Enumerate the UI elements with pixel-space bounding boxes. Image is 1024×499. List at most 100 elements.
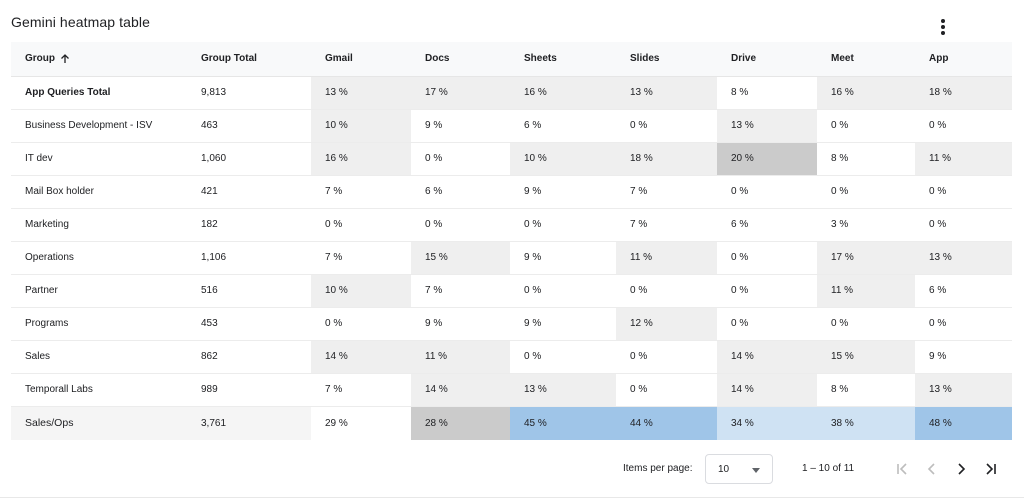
heat-cell: 44 % [616,406,717,440]
column-header-app[interactable]: App [915,42,1012,77]
heat-cell: 29 % [311,406,411,440]
heat-cell: 6 % [717,208,817,242]
paginator: Items per page: 10 1 – 10 of 11 [0,453,1024,485]
heat-cell: 17 % [817,241,915,275]
chevron-right-icon [958,463,966,475]
heat-cell: 38 % [817,406,915,440]
heat-cell: 15 % [411,241,510,275]
heat-cell: 45 % [510,406,616,440]
column-header-meet[interactable]: Meet [817,42,915,77]
heat-cell: 18 % [915,76,1012,110]
column-header-docs[interactable]: Docs [411,42,510,77]
last-page-icon [986,463,996,475]
heat-cell: 0 % [616,373,717,407]
last-page-button[interactable] [979,457,1003,481]
previous-page-button[interactable] [920,457,944,481]
heat-cell: 0 % [411,208,510,242]
heat-cell: 0 % [817,175,915,209]
heat-cell: 8 % [817,373,915,407]
first-page-button[interactable] [890,457,914,481]
group-total-cell: 516 [187,274,311,308]
table-row: App Queries Total 9,813 13 % 17 % 16 % 13 % 8 … [11,76,1012,110]
heat-cell: 0 % [915,109,1012,143]
group-total-cell: 463 [187,109,311,143]
heat-cell: 0 % [817,109,915,143]
first-page-icon [897,463,907,475]
group-cell: App Queries Total [11,76,187,110]
heat-cell: 13 % [915,373,1012,407]
heat-cell: 0 % [510,274,616,308]
table-row: Mail Box holder 421 7 % 6 % 9 % 7 % 0 % 0 % 0 % [11,175,1012,209]
heat-cell: 15 % [817,340,915,374]
next-page-button[interactable] [949,457,973,481]
heat-cell: 16 % [510,76,616,110]
group-total-cell: 182 [187,208,311,242]
items-per-page-label: Items per page: [623,463,693,474]
heat-cell: 8 % [717,76,817,110]
heat-cell: 10 % [311,109,411,143]
heat-cell: 13 % [510,373,616,407]
table-row: Partner 516 10 % 7 % 0 % 0 % 0 % 11 % 6 % [11,274,1012,308]
group-cell: Sales/Ops [11,406,187,440]
table-row: Programs 453 0 % 9 % 9 % 12 % 0 % 0 % 0 % [11,307,1012,341]
heat-cell: 7 % [311,373,411,407]
heat-cell: 17 % [411,76,510,110]
items-per-page-select[interactable]: 10 [705,454,773,484]
heat-cell: 11 % [411,340,510,374]
group-total-cell: 421 [187,175,311,209]
column-header-slides[interactable]: Slides [616,42,717,77]
heat-cell: 3 % [817,208,915,242]
heat-cell: 9 % [915,340,1012,374]
heat-cell: 0 % [717,307,817,341]
heat-cell: 13 % [616,76,717,110]
heat-cell: 0 % [311,208,411,242]
group-total-cell: 989 [187,373,311,407]
group-cell: Partner [11,274,187,308]
heat-cell: 0 % [717,241,817,275]
heat-cell: 48 % [915,406,1012,440]
heat-cell: 0 % [817,307,915,341]
column-header-drive[interactable]: Drive [717,42,817,77]
group-total-cell: 453 [187,307,311,341]
heat-cell: 0 % [616,109,717,143]
heat-cell: 11 % [616,241,717,275]
table-row: IT dev 1,060 16 % 0 % 10 % 18 % 20 % 8 % 11 % [11,142,1012,176]
heat-cell: 13 % [311,76,411,110]
heat-cell: 18 % [616,142,717,176]
heat-cell: 7 % [311,175,411,209]
heat-cell: 0 % [616,340,717,374]
table-row: Operations 1,106 7 % 15 % 9 % 11 % 0 % 17 % 13 % [11,241,1012,275]
heat-cell: 7 % [311,241,411,275]
chevron-left-icon [927,463,935,475]
heat-cell: 9 % [411,307,510,341]
dropdown-arrow-icon [752,468,760,473]
heat-cell: 0 % [616,274,717,308]
heat-cell: 0 % [717,175,817,209]
table-row: Temporall Labs 989 7 % 14 % 13 % 0 % 14 % 8 % 13… [11,373,1012,407]
heat-cell: 10 % [510,142,616,176]
column-header-group-total[interactable]: Group Total [187,42,311,77]
heat-cell: 9 % [510,307,616,341]
heat-cell: 0 % [411,142,510,176]
more-vert-icon[interactable] [934,16,952,38]
group-total-cell: 862 [187,340,311,374]
column-header-sheets[interactable]: Sheets [510,42,616,77]
heat-cell: 14 % [717,373,817,407]
group-cell: Operations [11,241,187,275]
heat-cell: 34 % [717,406,817,440]
heatmap-table: Group Group Total Gmail Docs Sheets Slid… [11,42,1012,440]
heat-cell: 13 % [717,109,817,143]
heat-cell: 28 % [411,406,510,440]
table-row: Sales/Ops 3,761 29 % 28 % 45 % 44 % 34 % 38 % 48… [11,406,1012,440]
heat-cell: 9 % [510,241,616,275]
heat-cell: 14 % [311,340,411,374]
heat-cell: 16 % [311,142,411,176]
column-header-gmail[interactable]: Gmail [311,42,411,77]
heat-cell: 12 % [616,307,717,341]
heat-cell: 10 % [311,274,411,308]
page-range-label: 1 – 10 of 11 [802,463,855,474]
heat-cell: 14 % [717,340,817,374]
heat-cell: 0 % [311,307,411,341]
column-header-group[interactable]: Group [11,42,187,77]
heat-cell: 0 % [915,208,1012,242]
